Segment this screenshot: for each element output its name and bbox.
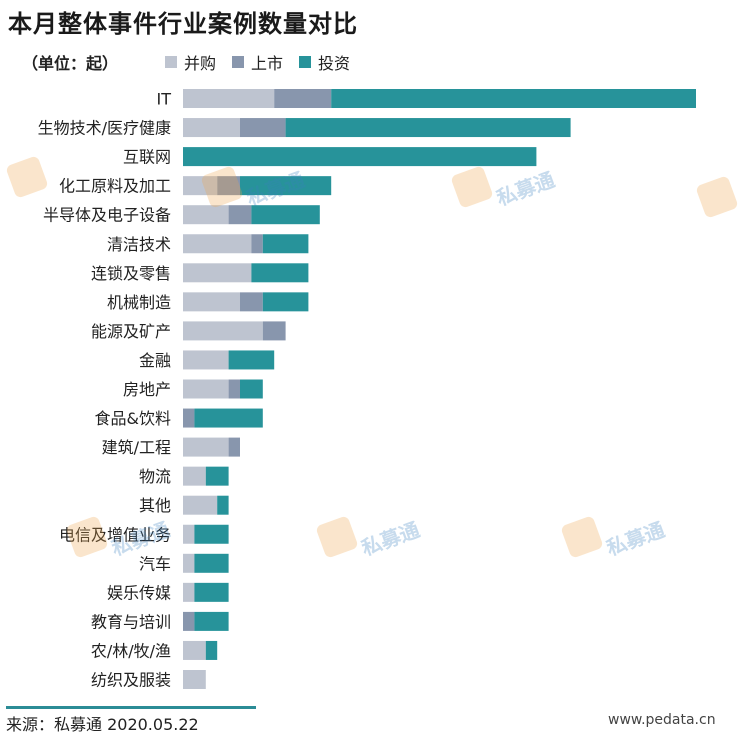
category-label: 食品&饮料 <box>95 409 171 428</box>
bar-segment-ipo <box>240 118 286 138</box>
bar-segment-merger <box>183 495 218 515</box>
bar-segment-investment <box>262 234 309 254</box>
unit-label: （单位：起） <box>22 54 119 73</box>
category-label: 生物技术/医疗健康 <box>38 119 171 138</box>
category-label: 教育与培训 <box>91 612 171 631</box>
category-label: 连锁及零售 <box>91 264 171 283</box>
category-label: 化工原料及加工 <box>59 177 171 196</box>
bar-segment-ipo <box>274 89 332 108</box>
bar-segment-ipo <box>262 321 286 341</box>
bar-segment-merger <box>183 553 195 573</box>
bar-segment-investment <box>262 292 309 312</box>
bar-segment-ipo <box>240 292 263 312</box>
bar-segment-ipo <box>183 611 195 631</box>
bar-segment-ipo <box>183 408 195 428</box>
legend-item-ipo: 上市 <box>232 50 283 74</box>
footer-divider <box>6 706 256 709</box>
bar-segment-investment <box>217 495 229 515</box>
bar-segment-investment <box>228 350 275 370</box>
category-label: IT <box>157 90 172 109</box>
bar-segment-ipo <box>251 234 263 254</box>
legend-item-merger: 并购 <box>165 50 216 74</box>
legend-swatch-merger <box>165 56 177 68</box>
bar-segment-investment <box>240 176 332 196</box>
source-note: 来源：私募通 2020.05.22 <box>6 715 199 734</box>
legend-item-investment: 投资 <box>299 50 350 74</box>
bar-segment-investment <box>183 147 537 167</box>
bar-segment-investment <box>194 408 263 428</box>
bar-segment-ipo <box>228 205 252 225</box>
bar-segment-investment <box>194 582 229 602</box>
bar-segment-merger <box>183 670 206 689</box>
bar-segment-ipo <box>228 437 240 457</box>
category-label: 机械制造 <box>107 293 171 312</box>
bar-segment-merger <box>183 437 229 457</box>
legend-swatch-investment <box>299 56 312 68</box>
category-label: 汽车 <box>139 554 171 573</box>
category-label: 其他 <box>139 496 171 515</box>
bar-segment-merger <box>183 321 263 341</box>
bar-segment-investment <box>251 263 309 283</box>
legend-swatch-ipo <box>232 56 245 68</box>
bar-segment-investment <box>331 89 696 108</box>
category-label: 物流 <box>139 467 171 486</box>
bar-segment-investment <box>194 553 229 573</box>
bar-segment-investment <box>194 524 229 544</box>
category-label: 金融 <box>139 351 171 370</box>
website-note: www.pedata.cn <box>608 712 716 728</box>
category-label: 电信及增值业务 <box>59 525 171 544</box>
bar-segment-investment <box>251 205 320 225</box>
bar-segment-merger <box>183 292 240 312</box>
bar-segment-merger <box>183 176 218 196</box>
bar-segment-merger <box>183 582 195 602</box>
bar-segment-merger <box>183 205 229 225</box>
legend-label-ipo: 上市 <box>251 54 284 73</box>
category-label: 房地产 <box>123 380 171 399</box>
bar-segment-investment <box>240 379 263 399</box>
bar-segment-merger <box>183 118 240 138</box>
bar-segment-merger <box>183 379 229 399</box>
bar-segment-investment <box>194 611 229 631</box>
bar-segment-merger <box>183 234 252 254</box>
category-label: 娱乐传媒 <box>107 583 171 602</box>
bar-segment-investment <box>205 466 229 486</box>
chart-legend: 并购 上市 投资 <box>165 50 350 74</box>
bar-segment-ipo <box>217 176 240 196</box>
bar-segment-merger <box>183 524 195 544</box>
bar-segment-merger <box>183 89 275 108</box>
legend-label-merger: 并购 <box>184 54 217 73</box>
chart-title: 本月整体事件行业案例数量对比 <box>8 10 358 38</box>
category-label: 能源及矿产 <box>91 322 171 341</box>
bar-segment-merger <box>183 640 206 660</box>
category-label: 互联网 <box>123 148 171 167</box>
category-label: 建筑/工程 <box>102 438 171 457</box>
bar-segment-merger <box>183 466 206 486</box>
category-label: 纺织及服装 <box>91 671 171 690</box>
category-label: 农/林/牧/渔 <box>91 641 171 660</box>
bar-chart: IT 生物技术/医疗健康互联网化工原料及加工半导体及电子设备清洁技术连锁及零售机械… <box>38 89 696 690</box>
category-label: 清洁技术 <box>107 235 171 254</box>
bar-segment-ipo <box>228 379 240 399</box>
category-label: 半导体及电子设备 <box>43 206 171 225</box>
bar-segment-investment <box>205 640 218 660</box>
bar-segment-investment <box>285 118 571 138</box>
bar-segment-merger <box>183 350 229 370</box>
bar-segment-merger <box>183 263 252 283</box>
legend-label-investment: 投资 <box>318 54 351 73</box>
